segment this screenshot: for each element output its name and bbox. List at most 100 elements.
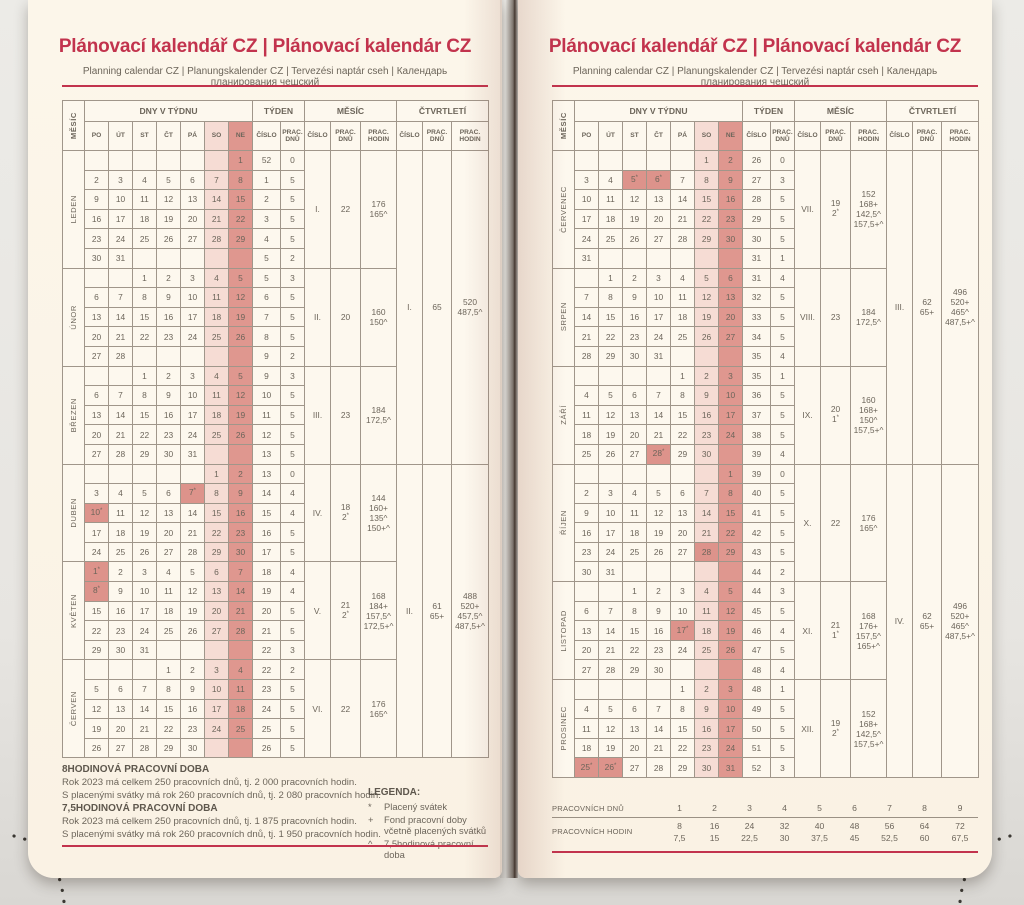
- day-cell: 14: [646, 404, 671, 426]
- day-cell: [84, 150, 109, 171]
- day-cell: 25: [132, 228, 157, 249]
- day-cell: 22: [718, 522, 743, 543]
- week-workdays-cell: 5: [280, 718, 305, 739]
- day-cell: 19: [598, 424, 623, 445]
- day-cell: 12: [598, 718, 623, 739]
- week-row: 26 27 28 29 30 26 5: [63, 737, 489, 759]
- week-workdays-cell: 5: [280, 169, 305, 191]
- day-cell: 23: [694, 737, 719, 759]
- day-cell: 28: [574, 345, 599, 367]
- workhours-value: 48 45: [837, 818, 872, 847]
- week-workdays-cell: 5: [770, 639, 795, 661]
- day-cell: 6: [574, 600, 599, 622]
- day-cell: 3: [718, 679, 743, 700]
- week-number-cell: 47: [742, 639, 771, 661]
- week-workdays-cell: 5: [770, 522, 795, 543]
- day-cell: 9: [228, 483, 253, 504]
- day-cell: 5: [598, 698, 623, 720]
- day-cell: [180, 150, 205, 171]
- day-cell: 30: [574, 561, 599, 583]
- week-number-cell: 2: [252, 189, 281, 210]
- day-name-header: PO: [574, 121, 599, 151]
- note-75h-line1: Rok 2023 má celkem 250 pracovních dnů, t…: [62, 816, 357, 827]
- day-cell: 4: [228, 659, 253, 681]
- quarter-hours-cell: 520 487,5^: [451, 150, 489, 465]
- week-row: 29 30 31 22 3: [63, 639, 489, 661]
- day-cell: 25*: [574, 757, 599, 778]
- day-cell: [718, 247, 743, 269]
- day-cell: 2: [694, 365, 719, 387]
- day-cell: 6: [84, 287, 109, 308]
- day-cell: 16: [228, 502, 253, 524]
- day-cell: 10: [574, 189, 599, 210]
- month-number-cell: IV.: [304, 463, 331, 563]
- week-number-cell: 48: [742, 679, 771, 700]
- week-row: LEDEN 1 52 0 I. 22 176 165^ I. 65 520 487,5^: [62, 150, 489, 465]
- days-group-header: DNY V TÝDNU: [574, 100, 743, 122]
- day-cell: [718, 443, 743, 465]
- day-cell: [718, 659, 743, 681]
- workhours-75h-value: 67,5: [951, 833, 969, 843]
- day-cell: 19: [180, 600, 205, 622]
- month-name: ÚNOR: [62, 267, 85, 367]
- month-name-label: ČERVENEC: [558, 185, 568, 233]
- day-cell: 27: [156, 541, 181, 563]
- day-cell: 22: [598, 326, 623, 347]
- week-row: 8* 9 10 11 12 13 14 19 4: [63, 581, 489, 602]
- day-cell: 25: [204, 326, 229, 347]
- workhours-value: 16 15: [697, 818, 732, 847]
- week-row: ŘÍJEN 1 39 0 X. 22 176 165^ IV. 62 65+ 496 520+ 465^ 4…: [552, 463, 979, 778]
- day-cell: 7: [228, 561, 253, 583]
- month-hours-cell: 152 168+ 142,5^ 157,5+^: [850, 679, 887, 778]
- month-number-cell: IX.: [794, 365, 821, 465]
- week-workdays-cell: 5: [280, 424, 305, 445]
- week-workdays-cell: 5: [280, 228, 305, 249]
- month-name: DUBEN: [62, 463, 85, 563]
- day-cell: 17: [108, 208, 133, 230]
- month-number-cell: I.: [304, 150, 331, 269]
- day-cell: 13: [622, 404, 647, 426]
- day-cell: 19: [718, 620, 743, 641]
- week-workdays-cell: 5: [770, 228, 795, 249]
- calendar-table-jul-dec: MĚSÍC DNY V TÝDNU TÝDEN MĚSÍC ČTVRTLETÍ PO ÚT S…: [552, 100, 979, 778]
- day-cell: 4: [132, 169, 157, 191]
- day-cell: 18: [598, 208, 623, 230]
- day-cell: [84, 267, 109, 289]
- day-cell: 9: [574, 502, 599, 524]
- workdays-value: 5: [802, 793, 837, 818]
- day-cell: 13: [622, 718, 647, 739]
- day-cell: 12: [156, 189, 181, 210]
- day-cell: 15: [156, 698, 181, 720]
- month-number-cell: VIII.: [794, 267, 821, 367]
- day-cell: 2: [156, 365, 181, 387]
- day-cell: 31: [598, 561, 623, 583]
- week-workdays-cell: 2: [280, 247, 305, 269]
- day-cell: 26: [132, 541, 157, 563]
- day-cell: 29: [622, 659, 647, 681]
- week-workdays-cell: 5: [770, 404, 795, 426]
- red-rule-bottom: [62, 845, 488, 847]
- day-cell: 23: [156, 326, 181, 347]
- day-cell: [598, 679, 623, 700]
- day-cell: [670, 659, 695, 681]
- legend-symbol: ^: [368, 837, 373, 849]
- day-cell: 4: [156, 561, 181, 583]
- day-cell: 19: [694, 306, 719, 328]
- day-cell: 9: [180, 679, 205, 700]
- day-cell: 30: [694, 757, 719, 778]
- week-workdays-cell: 4: [770, 620, 795, 641]
- day-cell: 3: [108, 169, 133, 191]
- day-cell: 29: [598, 345, 623, 367]
- workhours-value: 40 37,5: [802, 818, 837, 847]
- legend-item-work-fund: + Fond pracovní doby včetně placených sv…: [368, 814, 490, 837]
- day-cell: 15: [670, 718, 695, 739]
- quarter-number-cell: II.: [396, 463, 423, 759]
- week-workdays-cell: 5: [280, 679, 305, 700]
- week-number-cell: 35: [742, 365, 771, 387]
- week-workdays-cell: 5: [770, 189, 795, 210]
- week-workdays-cell: 3: [770, 169, 795, 191]
- day-cell: 14: [204, 189, 229, 210]
- day-cell: 10: [598, 502, 623, 524]
- day-cell: 3: [598, 483, 623, 504]
- day-name-header: ST: [132, 121, 157, 151]
